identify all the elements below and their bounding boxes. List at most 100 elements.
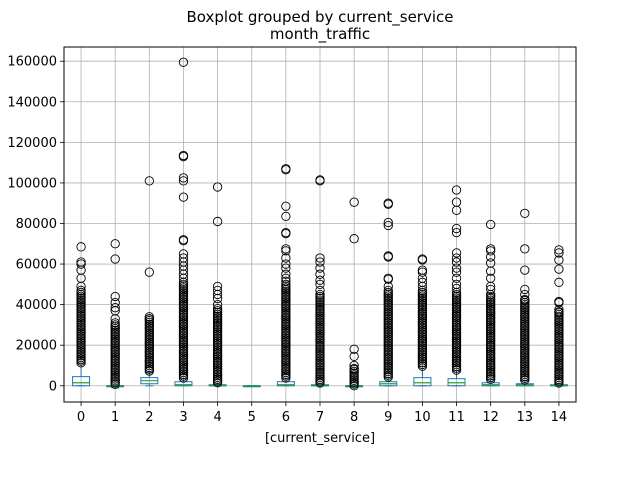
flier-point <box>451 253 462 263</box>
box-body <box>413 377 432 387</box>
flier-point <box>315 176 325 186</box>
flier-point <box>486 246 496 256</box>
flier-point <box>281 273 291 283</box>
fliers-layer <box>76 57 564 391</box>
flier-point <box>281 269 291 279</box>
flier-point <box>383 217 393 228</box>
flier-point <box>383 281 393 292</box>
flier-point <box>554 378 564 388</box>
chart-title: month_traffic <box>270 25 370 44</box>
flier-point <box>486 219 496 230</box>
x-tick-label: 8 <box>350 410 358 425</box>
y-tick-label: 160000 <box>7 55 57 70</box>
flier-point <box>451 267 462 277</box>
flier-point <box>417 361 428 371</box>
flier-point <box>281 259 291 269</box>
flier-point <box>417 255 428 265</box>
flier-point <box>76 287 86 298</box>
x-tick-label: 4 <box>213 410 221 425</box>
x-tick-label: 5 <box>248 410 256 425</box>
flier-point <box>451 283 462 294</box>
flier-point <box>281 211 291 222</box>
y-tick-label: 40000 <box>16 298 57 313</box>
y-tick-label: 20000 <box>16 339 57 354</box>
flier-point <box>281 246 291 256</box>
flier-point <box>554 248 564 258</box>
flier-point <box>349 351 359 362</box>
flier-point <box>451 263 462 273</box>
flier-point <box>178 277 189 287</box>
flier-point <box>486 289 496 300</box>
flier-point <box>451 205 462 215</box>
flier-point <box>281 373 291 383</box>
x-tick-label: 10 <box>414 410 431 425</box>
flier-point <box>383 274 393 284</box>
flier-point <box>349 381 359 391</box>
flier-point <box>144 267 154 277</box>
flier-point <box>417 281 428 292</box>
flier-point <box>212 304 223 314</box>
boxes-layer <box>72 362 568 389</box>
flier-point <box>110 239 120 249</box>
flier-point <box>451 287 462 298</box>
flier-point <box>417 267 428 277</box>
chart-suptitle: Boxplot grouped by current_service <box>187 8 454 27</box>
flier-point <box>281 244 291 254</box>
flier-point <box>554 245 564 255</box>
x-axis: 0 1 2 3 4 5 6 7 8 9 10 11 12 13 14 <box>77 402 567 425</box>
flier-point <box>554 297 564 308</box>
flier-point <box>178 273 189 283</box>
flier-point <box>76 358 86 368</box>
flier-point <box>178 192 189 202</box>
flier-point <box>76 285 86 296</box>
x-tick-label: 3 <box>179 410 187 425</box>
flier-point <box>349 363 359 374</box>
y-tick-label: 120000 <box>7 136 57 151</box>
flier-point <box>554 264 564 274</box>
flier-point <box>315 269 325 279</box>
y-tick-label: 60000 <box>16 258 57 273</box>
flier-point <box>110 318 120 328</box>
flier-point <box>383 285 393 296</box>
flier-point <box>281 228 291 239</box>
flier-point <box>315 279 325 289</box>
flier-point <box>144 312 154 322</box>
flier-point <box>451 273 462 283</box>
flier-point <box>144 366 154 376</box>
flier-point <box>281 201 291 211</box>
flier-point <box>315 253 325 263</box>
y-tick-label: 80000 <box>16 217 57 232</box>
x-tick-label: 7 <box>316 410 324 425</box>
flier-point <box>110 291 120 302</box>
flier-point <box>110 379 120 389</box>
flier-point <box>315 289 325 300</box>
x-tick-label: 6 <box>282 410 290 425</box>
flier-point <box>486 266 496 276</box>
flier-point <box>451 223 462 234</box>
flier-point <box>315 275 325 285</box>
x-tick-label: 13 <box>517 410 534 425</box>
flier-point <box>486 374 496 384</box>
flier-point <box>110 254 120 264</box>
x-tick-label: 12 <box>482 410 499 425</box>
flier-point <box>383 372 393 382</box>
flier-point <box>486 252 496 262</box>
flier-point <box>178 57 189 67</box>
flier-point <box>315 263 325 273</box>
flier-point <box>520 208 530 218</box>
flier-point <box>178 173 189 183</box>
y-axis: 0 20000 40000 60000 80000 100000 120000 140000 1… <box>7 55 64 394</box>
flier-point <box>110 303 120 313</box>
flier-point <box>315 378 325 388</box>
flier-point <box>178 373 189 383</box>
flier-point <box>349 360 359 371</box>
flier-point <box>451 248 462 258</box>
flier-point <box>383 199 393 209</box>
flier-point <box>417 285 428 296</box>
flier-point <box>520 265 530 275</box>
flier-point <box>520 289 530 300</box>
grid-lines <box>64 47 576 402</box>
flier-point <box>281 276 291 286</box>
flier-point <box>451 257 462 267</box>
x-tick-label: 9 <box>384 410 392 425</box>
